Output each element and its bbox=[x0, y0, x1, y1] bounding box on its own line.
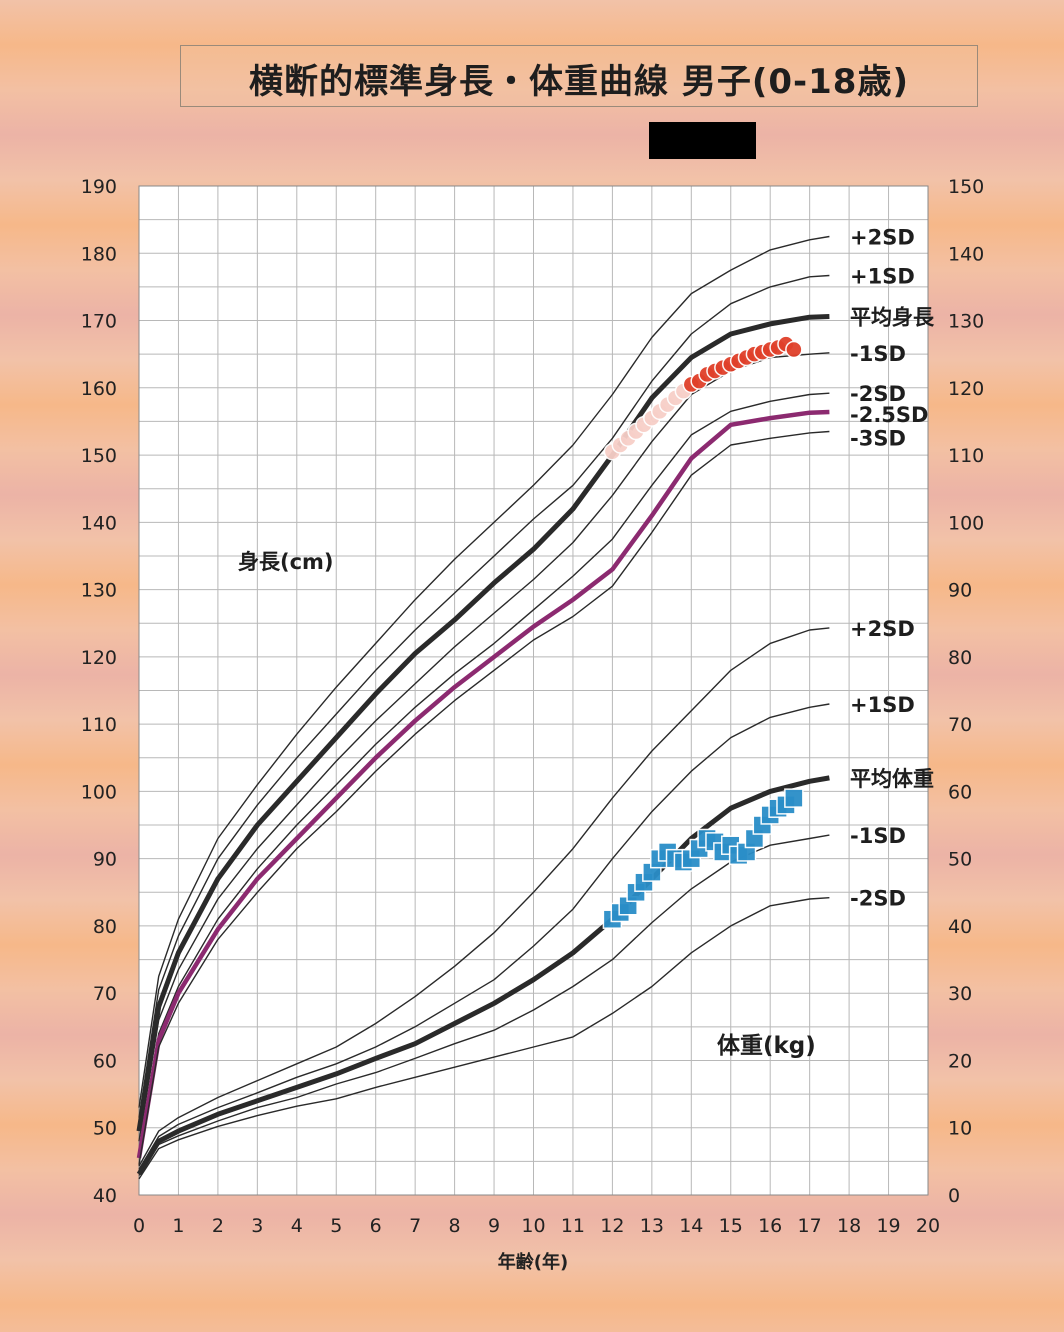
weight-tick-label: 90 bbox=[948, 580, 972, 602]
height-tick-label: 110 bbox=[81, 714, 117, 736]
weight-curve-label: +1SD bbox=[850, 693, 915, 717]
weight-tick-label: 140 bbox=[948, 243, 984, 265]
height-curve-label: +2SD bbox=[850, 225, 915, 249]
weight-tick-label: 70 bbox=[948, 714, 972, 736]
height-tick-label: 180 bbox=[81, 243, 117, 265]
x-tick-label: 3 bbox=[251, 1215, 263, 1237]
height-curve bbox=[138, 430, 830, 1165]
weight-tick-label: 10 bbox=[948, 1118, 972, 1140]
height-curve-label: -1SD bbox=[850, 342, 906, 366]
weight-tick-label: 80 bbox=[948, 647, 972, 669]
weight-curve bbox=[136, 775, 830, 1176]
weight-tick-label: 60 bbox=[948, 781, 972, 803]
x-tick-label: 9 bbox=[488, 1215, 500, 1237]
chart-title: 横断的標準身長・体重曲線 男子(0-18歳) bbox=[249, 62, 909, 102]
height-tick-label: 160 bbox=[81, 378, 117, 400]
weight-axis-label: 体重(kg) bbox=[717, 1033, 816, 1059]
height-curve-label: +1SD bbox=[850, 264, 915, 288]
x-tick-label: 5 bbox=[330, 1215, 342, 1237]
height-tick-label: 190 bbox=[81, 176, 117, 198]
height-curve-label: -2SD bbox=[850, 382, 906, 406]
weight-tick-label: 0 bbox=[948, 1185, 960, 1207]
title-box: 横断的標準身長・体重曲線 男子(0-18歳) bbox=[180, 45, 978, 107]
x-tick-label: 4 bbox=[291, 1215, 303, 1237]
height-tick-label: 60 bbox=[93, 1050, 117, 1072]
x-tick-label: 15 bbox=[719, 1215, 743, 1237]
height-measurement-point bbox=[785, 340, 803, 359]
x-axis-label: 年齢(年) bbox=[498, 1251, 568, 1273]
x-tick-label: 7 bbox=[409, 1215, 421, 1237]
plot-border bbox=[138, 185, 929, 1196]
x-tick-label: 12 bbox=[600, 1215, 624, 1237]
weight-tick-label: 120 bbox=[948, 378, 984, 400]
weight-curve bbox=[138, 627, 830, 1167]
redaction-block bbox=[649, 122, 756, 159]
height-tick-label: 130 bbox=[81, 580, 117, 602]
weight-tick-label: 30 bbox=[948, 983, 972, 1005]
weight-tick-label: 50 bbox=[948, 849, 972, 871]
x-tick-label: 17 bbox=[798, 1215, 822, 1237]
x-tick-label: 16 bbox=[758, 1215, 782, 1237]
weight-tick-label: 100 bbox=[948, 512, 984, 534]
height-tick-label: 120 bbox=[81, 647, 117, 669]
weight-tick-label: 150 bbox=[948, 176, 984, 198]
height-tick-label: 70 bbox=[93, 983, 117, 1005]
x-tick-label: 8 bbox=[449, 1215, 461, 1237]
height-curve bbox=[138, 235, 830, 1108]
height-tick-label: 150 bbox=[81, 445, 117, 467]
weight-tick-label: 40 bbox=[948, 916, 972, 938]
weight-tick-label: 130 bbox=[948, 311, 984, 333]
x-tick-label: 6 bbox=[370, 1215, 382, 1237]
height-curve bbox=[138, 274, 830, 1118]
x-tick-label: 13 bbox=[640, 1215, 664, 1237]
height-curve-label: -3SD bbox=[850, 427, 906, 451]
height-curve-label: -2.5SD bbox=[850, 403, 928, 427]
height-tick-label: 50 bbox=[93, 1118, 117, 1140]
weight-curve-label: -1SD bbox=[850, 824, 906, 848]
weight-curve bbox=[138, 834, 830, 1176]
height-curve-label: 平均身長 bbox=[850, 305, 935, 329]
x-tick-label: 20 bbox=[916, 1215, 940, 1237]
x-tick-label: 19 bbox=[876, 1215, 900, 1237]
height-tick-label: 90 bbox=[93, 849, 117, 871]
height-tick-label: 170 bbox=[81, 311, 117, 333]
weight-curve-label: -2SD bbox=[850, 887, 906, 911]
weight-curve-label: +2SD bbox=[850, 617, 915, 641]
weight-curve-label: 平均体重 bbox=[850, 767, 934, 791]
x-tick-label: 10 bbox=[521, 1215, 545, 1237]
x-tick-label: 2 bbox=[212, 1215, 224, 1237]
height-tick-label: 80 bbox=[93, 916, 117, 938]
weight-curve bbox=[138, 703, 830, 1170]
height-tick-label: 100 bbox=[81, 781, 117, 803]
height-tick-label: 140 bbox=[81, 512, 117, 534]
x-tick-label: 14 bbox=[679, 1215, 703, 1237]
weight-tick-label: 20 bbox=[948, 1050, 972, 1072]
height-axis-label: 身長(cm) bbox=[238, 550, 334, 574]
x-tick-label: 0 bbox=[133, 1215, 145, 1237]
curves: +2SD+1SD平均身長-1SD-2SD-2.5SD-3SD+2SD+1SD平均… bbox=[136, 225, 935, 1180]
weight-curve bbox=[138, 897, 830, 1180]
weight-tick-label: 110 bbox=[948, 445, 984, 467]
x-tick-label: 18 bbox=[837, 1215, 861, 1237]
height-curve bbox=[138, 392, 830, 1152]
axes: 0 1 2 3 4 5 6 7 8 9 10 11 12 13 14 15 16 17 18 19 2019018017… bbox=[81, 176, 985, 1237]
x-tick-label: 11 bbox=[561, 1215, 585, 1237]
height-tick-label: 40 bbox=[93, 1185, 117, 1207]
measurement-points bbox=[602, 335, 804, 929]
x-tick-label: 1 bbox=[172, 1215, 184, 1237]
height-curve bbox=[136, 314, 830, 1132]
height-curve bbox=[136, 409, 830, 1159]
weight-measurement-point bbox=[784, 788, 804, 808]
